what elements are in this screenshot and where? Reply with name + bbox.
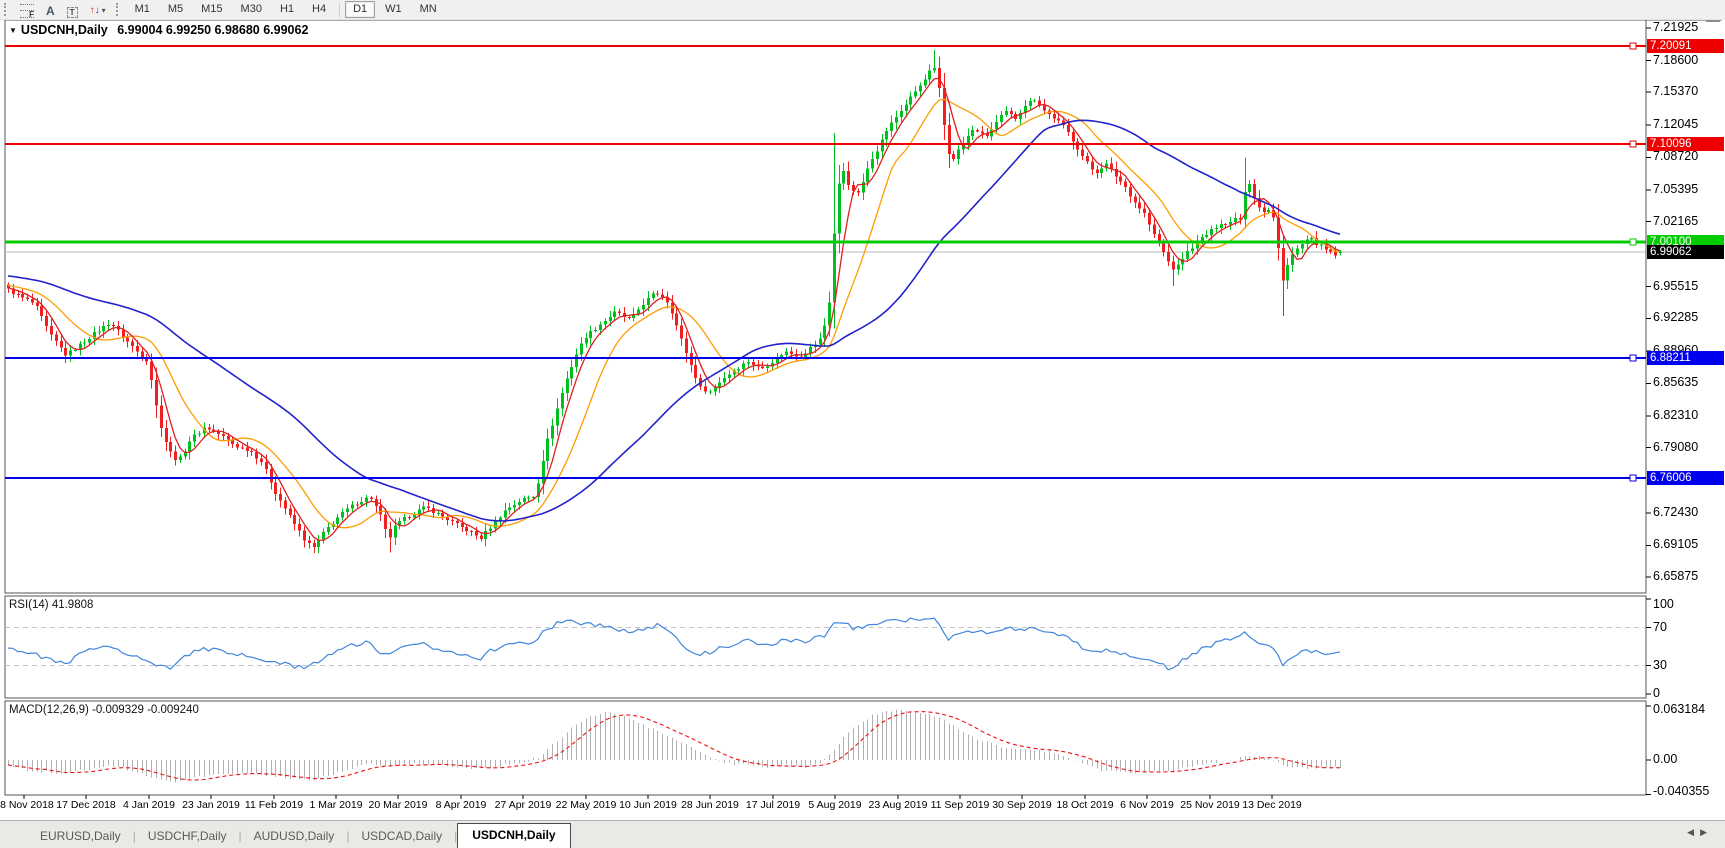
macd-signal-line [7,711,1341,781]
rsi-axis-tick: 30 [1653,657,1667,672]
tab-separator: | [346,829,350,843]
toolbar-separator [339,2,341,17]
tab-eurusd-daily[interactable]: EURUSD,Daily [40,829,121,843]
price-axis-tick: 6.72430 [1653,504,1699,519]
arrow-down-icon: ↓ [94,5,100,16]
date-axis-label: 23 Aug 2019 [868,799,928,811]
tab-scroll-arrows: ◀▶ [1687,827,1713,838]
timeframe-button-m1[interactable]: M1 [134,3,150,15]
price-level-badge: 7.10096 [1647,136,1724,151]
price-axis-tick: 7.18600 [1653,52,1699,67]
date-axis-label: 25 Nov 2019 [1180,799,1240,811]
price-axis-tick: 6.95515 [1653,278,1699,293]
macd-axis-tick: -0.040355 [1653,784,1710,798]
tab-usdcad-daily[interactable]: USDCAD,Daily [361,829,443,843]
price-level-badge: 7.20091 [1647,38,1724,53]
dropdown-caret-icon: ▾ [101,6,106,15]
toolbar-gripper [4,3,8,16]
macd-indicator-label: MACD(12,26,9) -0.009329 -0.009240 [9,704,199,716]
price-axis-tick: 7.15370 [1653,84,1699,99]
chart-menu-icon[interactable]: ▼ [9,26,17,35]
rsi-axis-tick: 100 [1653,597,1674,611]
date-axis-label: 17 Dec 2018 [56,799,116,811]
chart-ohlc-values: 6.99004 6.99250 6.98680 6.99062 [117,23,309,37]
timeframe-button-h4[interactable]: H4 [312,3,327,15]
label-tool-button[interactable]: T [61,1,84,18]
date-axis-label: 30 Sep 2019 [992,799,1052,811]
timeframe-button-w1[interactable]: W1 [385,3,402,15]
date-axis-label: 27 Apr 2019 [494,799,552,811]
macd-axis-tick: 0.063184 [1653,702,1706,716]
label-icon: T [66,7,78,18]
tab-scroll-right-icon[interactable]: ▶ [1700,827,1713,837]
price-axis-tick: 7.08720 [1653,149,1699,164]
macd-histogram [7,709,1342,783]
tab-usdchf-daily[interactable]: USDCHF,Daily [147,829,227,843]
chart-title: ▼ USDCNH,Daily 6.99004 6.99250 6.98680 6.… [9,23,308,37]
price-axis-tick: 6.82310 [1653,408,1699,423]
date-axis-label: 11 Feb 2019 [244,799,304,811]
toolbar-gripper [115,3,120,16]
date-axis-label: 8 Apr 2019 [435,799,487,811]
timeframe-button-m5[interactable]: M5 [167,3,184,15]
price-level-badge: 6.76006 [1647,470,1724,485]
date-axis-label: 6 Nov 2019 [1120,799,1174,811]
text-tool-button[interactable]: A [40,1,61,18]
macd-axis-tick: 0.00 [1653,752,1678,766]
price-axis-tick: 7.12045 [1653,116,1699,131]
price-axis-tick: 6.85635 [1653,375,1699,390]
tab-scroll-left-icon[interactable]: ◀ [1687,827,1701,837]
arrows-tool-button[interactable]: ↑ ↓ ▾ [84,1,112,18]
price-axis-tick: 7.21925 [1653,20,1699,34]
price-level-badge: 6.88211 [1647,351,1724,366]
date-axis-label: 18 Oct 2019 [1056,799,1114,811]
chart-tab-bar: EURUSD,Daily | USDCHF,Daily | AUDUSD,Daily | U… [0,820,1725,848]
date-axis-label: 17 Jul 2019 [745,799,801,811]
date-axis-label: 11 Sep 2019 [930,799,990,811]
date-axis-label: 10 Jun 2019 [619,799,677,811]
timeframe-button-h1[interactable]: H1 [279,3,295,15]
date-axis-label: 13 Dec 2019 [1242,799,1302,811]
timeframe-button-m30[interactable]: M30 [240,3,262,15]
date-axis-label: 20 Mar 2019 [368,799,428,811]
fibonacci-icon: F [20,4,34,19]
current-price-badge: 6.99062 [1647,244,1724,259]
text-icon: A [46,4,55,18]
rsi-axis-tick: 0 [1653,686,1660,700]
price-axis-tick: 6.79080 [1653,439,1699,454]
date-axis-label: 23 Jan 2019 [182,799,240,811]
price-axis-tick: 7.02165 [1653,213,1699,228]
rsi-line [7,617,1341,671]
fibonacci-tool-button[interactable]: F [14,1,40,19]
price-axis-tick: 7.05395 [1653,181,1699,196]
chart-symbol-label: USDCNH,Daily [20,23,108,37]
timeframe-button-m15[interactable]: M15 [201,3,223,15]
arrow-up-icon: ↑ [89,5,95,16]
tab-separator: | [132,829,136,843]
tab-separator: | [454,829,458,843]
date-axis-label: 22 May 2019 [555,799,617,811]
date-axis-label: 1 Mar 2019 [309,799,363,811]
price-axis-tick: 6.92285 [1653,310,1699,325]
date-axis-label: 28 Jun 2019 [681,799,739,811]
date-axis-label: 4 Jan 2019 [123,799,175,811]
tab-usdcnh-daily[interactable]: USDCNH,Daily [457,823,571,848]
tab-audusd-daily[interactable]: AUDUSD,Daily [253,829,335,843]
timeframe-button-mn[interactable]: MN [419,3,437,15]
date-axis-label: 5 Aug 2019 [808,799,862,811]
tab-separator: | [238,829,242,843]
date-axis-label: 28 Nov 2018 [0,799,54,811]
rsi-axis-tick: 70 [1653,619,1667,634]
price-axis-tick: 6.69105 [1653,537,1699,552]
toolbar: F A T ↑ ↓ ▾ M1 M5 M15 M30 H1 H4 D1 W1 MN [0,0,1725,20]
rsi-indicator-label: RSI(14) 41.9808 [9,599,94,611]
price-axis-tick: 6.65875 [1653,569,1699,583]
timeframe-button-d1[interactable]: D1 [345,1,376,18]
